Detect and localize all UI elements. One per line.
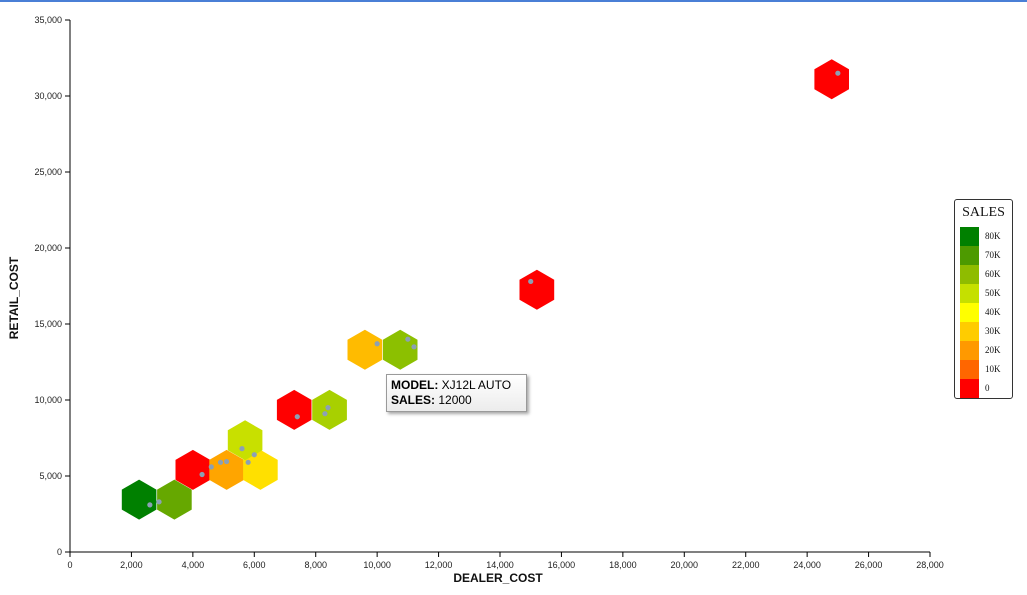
legend-item: 20K (960, 341, 1010, 360)
y-tick-label: 25,000 (34, 167, 62, 177)
data-point[interactable] (239, 446, 245, 452)
legend-label: 70K (985, 250, 1001, 260)
y-tick-label: 5,000 (39, 471, 62, 481)
data-tooltip: MODEL: XJ12L AUTO SALES: 12000 (386, 374, 527, 412)
legend-swatch (960, 360, 979, 379)
legend-item: 80K (960, 227, 1010, 246)
legend-swatch (960, 303, 979, 322)
x-tick-label: 4,000 (182, 560, 205, 570)
data-point[interactable] (147, 502, 153, 508)
y-tick-label: 0 (57, 547, 62, 557)
x-tick-label: 14,000 (486, 560, 514, 570)
x-axis-title: DEALER_COST (453, 571, 543, 585)
y-tick-label: 20,000 (34, 243, 62, 253)
y-tick-label: 35,000 (34, 15, 62, 25)
hexbin[interactable] (227, 420, 263, 461)
data-point[interactable] (199, 471, 205, 478)
legend-swatch (960, 265, 979, 284)
hexbin[interactable] (276, 389, 312, 430)
data-point[interactable] (528, 278, 534, 285)
legend-swatch (960, 246, 979, 265)
sales-legend: SALES 80K 70K 60K 50K 40K 30K 20K 10K 0 (954, 199, 1013, 399)
y-axis-title: RETAIL_COST (7, 256, 21, 339)
legend-item: 0 (960, 379, 1010, 398)
legend-item: 50K (960, 284, 1010, 303)
legend-item: 60K (960, 265, 1010, 284)
x-axis-ticks: 0 2,000 4,000 6,000 8,000 10,000 12,000 14,000 1… (67, 552, 944, 570)
x-tick-label: 18,000 (609, 560, 637, 570)
data-point[interactable] (294, 414, 300, 420)
hexbin[interactable] (382, 329, 418, 370)
legend-swatch (960, 284, 979, 303)
legend-swatch (960, 227, 979, 246)
data-point[interactable] (156, 499, 162, 505)
hexbin[interactable] (312, 389, 347, 430)
hexbin[interactable] (519, 269, 555, 310)
axes-layer: 0 2,000 4,000 6,000 8,000 10,000 12,000 14,000 1… (7, 15, 944, 585)
data-point[interactable] (835, 70, 841, 76)
data-point[interactable] (224, 458, 230, 465)
hexbin[interactable] (243, 449, 278, 490)
x-tick-label: 8,000 (304, 560, 327, 570)
top-border (0, 0, 1027, 2)
data-point[interactable] (208, 464, 214, 470)
legend-label: 40K (985, 307, 1001, 317)
data-point[interactable] (325, 405, 331, 411)
legend-label: 50K (985, 288, 1001, 298)
tooltip-sales-label: SALES: (391, 393, 436, 407)
legend-item: 40K (960, 303, 1010, 322)
x-tick-label: 28,000 (916, 560, 944, 570)
y-tick-label: 30,000 (34, 91, 62, 101)
hexbin-layer (121, 59, 849, 520)
x-tick-label: 20,000 (671, 560, 699, 570)
legend-label: 20K (985, 345, 1001, 355)
points-layer (147, 70, 841, 508)
hexbin[interactable] (814, 59, 849, 100)
legend-label: 30K (985, 326, 1001, 336)
data-point[interactable] (405, 336, 411, 342)
data-point[interactable] (374, 341, 380, 347)
data-point[interactable] (322, 411, 328, 417)
hexbin[interactable] (347, 329, 383, 370)
x-tick-label: 6,000 (243, 560, 266, 570)
tooltip-sales-value: 12000 (438, 393, 472, 407)
x-tick-label: 0 (67, 560, 72, 570)
tooltip-model-line: MODEL: XJ12L AUTO (391, 378, 526, 393)
legend-title: SALES (962, 205, 1005, 220)
y-axis-ticks: 0 5,000 10,000 15,000 20,000 25,000 30,000 35,0… (34, 15, 70, 557)
legend-label: 10K (985, 364, 1001, 374)
tooltip-model-value: XJ12L AUTO (441, 378, 512, 392)
legend-item: 10K (960, 360, 1010, 379)
x-tick-label: 16,000 (548, 560, 576, 570)
x-tick-label: 2,000 (120, 560, 143, 570)
hexbin[interactable] (157, 479, 192, 520)
legend-item: 30K (960, 322, 1010, 341)
hexbin[interactable] (175, 449, 211, 490)
y-tick-label: 15,000 (34, 319, 62, 329)
legend-swatch (960, 341, 979, 360)
x-tick-label: 12,000 (425, 560, 453, 570)
x-tick-label: 22,000 (732, 560, 760, 570)
hexbin[interactable] (121, 479, 157, 520)
tooltip-sales-line: SALES: 12000 (391, 393, 526, 408)
legend-label: 0 (985, 383, 990, 393)
data-point[interactable] (411, 344, 417, 350)
legend-swatch (960, 379, 979, 398)
x-tick-label: 10,000 (363, 560, 391, 570)
legend-label: 80K (985, 231, 1001, 241)
data-point[interactable] (251, 452, 257, 458)
tooltip-model-label: MODEL: (391, 378, 439, 392)
data-point[interactable] (245, 459, 251, 465)
legend-item: 70K (960, 246, 1010, 265)
legend-label: 60K (985, 269, 1001, 279)
x-tick-label: 26,000 (855, 560, 883, 570)
y-tick-label: 10,000 (34, 395, 62, 405)
hexbin[interactable] (209, 449, 244, 490)
data-point[interactable] (217, 459, 224, 465)
x-tick-label: 24,000 (793, 560, 821, 570)
legend-swatch (960, 322, 979, 341)
